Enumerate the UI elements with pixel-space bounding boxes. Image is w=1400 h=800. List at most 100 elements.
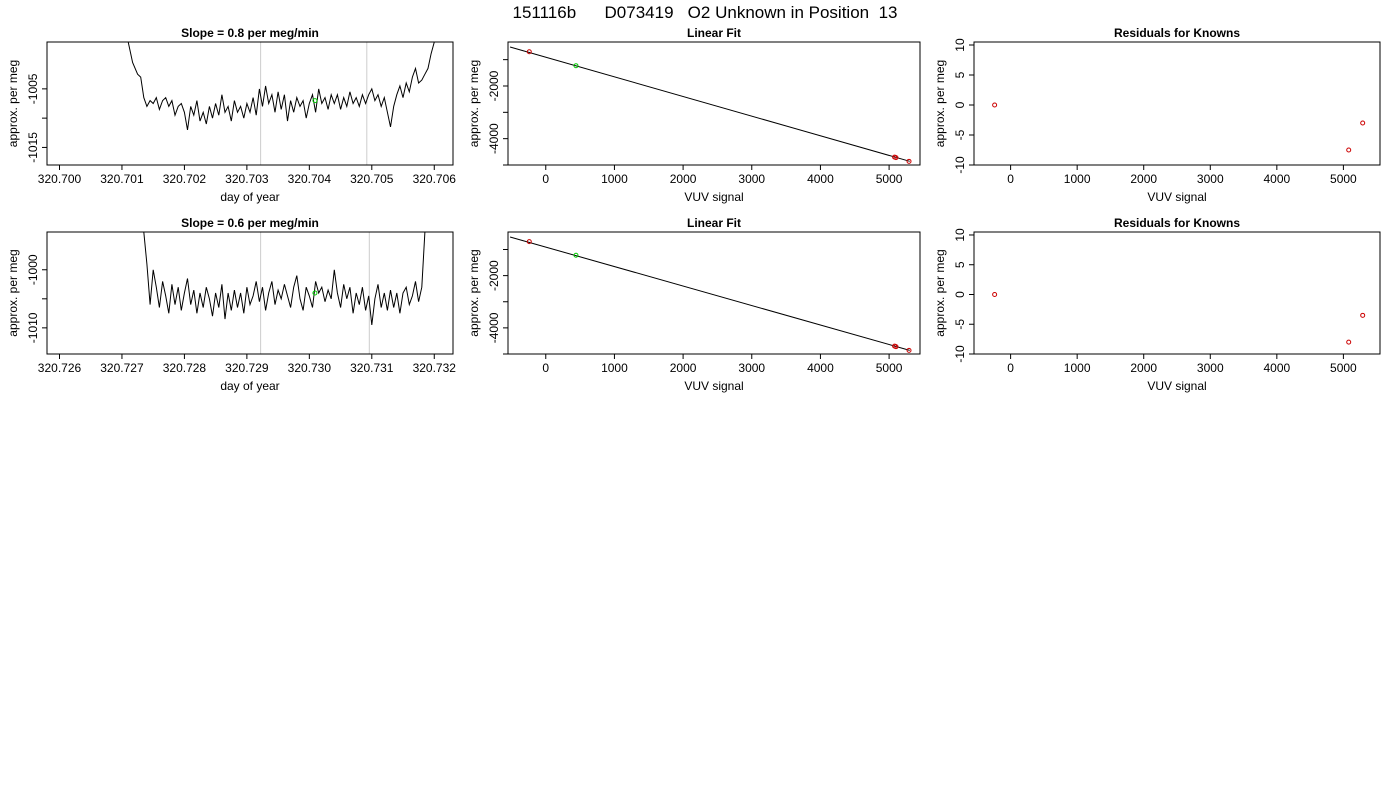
y-tick-label: -1005 (26, 73, 40, 104)
figure-title: 151116b D073419 O2 Unknown in Position 1… (513, 3, 898, 22)
y-tick-label: 5 (953, 261, 967, 268)
x-tick-label: 2000 (670, 172, 697, 186)
x-tick-label: 0 (542, 172, 549, 186)
data-point (1360, 312, 1366, 318)
plot-area (992, 102, 1366, 153)
panel-title: Residuals for Knowns (1114, 26, 1240, 40)
panel-title: Slope = 0.8 per meg/min (181, 26, 319, 40)
x-tick-label: 3000 (1197, 172, 1224, 186)
y-tick-label: 10 (953, 228, 967, 242)
x-tick-label: 0 (542, 361, 549, 375)
data-point (526, 49, 532, 55)
data-point (992, 291, 998, 297)
y-axis-label: approx. per meg (6, 249, 20, 336)
y-tick-label: -5 (953, 319, 967, 330)
y-tick-label: -4000 (487, 123, 501, 154)
x-tick-label: 1000 (1064, 172, 1091, 186)
y-axis-label: approx. per meg (6, 60, 20, 147)
plot-frame (507, 231, 921, 355)
x-tick-label: 4000 (807, 361, 834, 375)
x-tick-label: 320.727 (100, 361, 144, 375)
plot-frame (46, 41, 454, 166)
x-tick-label: 1000 (1064, 361, 1091, 375)
panel-title: Linear Fit (687, 26, 741, 40)
x-tick-label: 2000 (670, 361, 697, 375)
x-tick-label: 320.728 (163, 361, 207, 375)
y-tick-label: -2000 (487, 70, 501, 101)
x-tick-label: 320.729 (225, 361, 269, 375)
data-point (893, 344, 899, 350)
x-tick-label: 5000 (876, 361, 903, 375)
x-tick-label: 4000 (807, 172, 834, 186)
x-axis-label: VUV signal (1147, 379, 1206, 393)
y-axis-label: approx. per meg (467, 60, 481, 147)
x-axis-label: day of year (220, 190, 279, 204)
plot-area (992, 291, 1366, 345)
x-tick-label: 320.731 (350, 361, 394, 375)
series-line (127, 42, 435, 130)
y-tick-label: -5 (953, 129, 967, 140)
y-tick-label: -4000 (487, 312, 501, 343)
fit-line (509, 46, 910, 162)
series-line (143, 232, 426, 326)
x-tick-label: 320.730 (288, 361, 332, 375)
chart-panel-2: Linear Fit 0 1000 2000 3000 4000 5000 -4000 -200… (467, 26, 921, 204)
x-tick-label: 5000 (1330, 361, 1357, 375)
data-point (1346, 147, 1352, 153)
y-axis-label: approx. per meg (933, 60, 947, 147)
y-tick-label: 0 (953, 291, 967, 298)
chart-panels: Slope = 0.8 per meg/min 320.700 320.701 320… (6, 26, 1381, 393)
x-tick-label: 5000 (876, 172, 903, 186)
x-tick-label: 1000 (601, 361, 628, 375)
plot-frame (973, 231, 1381, 355)
x-tick-label: 320.704 (288, 172, 332, 186)
data-point (893, 155, 899, 161)
x-axis-label: VUV signal (684, 379, 743, 393)
fit-line (509, 236, 910, 351)
y-tick-label: 10 (953, 38, 967, 52)
plot-area (127, 42, 435, 165)
chart-panel-6: Residuals for Knowns 0 1000 2000 3000 4000 500… (933, 216, 1381, 393)
x-tick-label: 320.700 (38, 172, 82, 186)
plot-area (509, 236, 912, 353)
y-tick-label: -10 (953, 156, 967, 174)
panel-title: Linear Fit (687, 216, 741, 230)
x-tick-label: 320.732 (413, 361, 457, 375)
plot-frame (46, 231, 454, 355)
y-tick-label: 5 (953, 71, 967, 78)
chart-panel-1: Slope = 0.8 per meg/min 320.700 320.701 320… (6, 26, 456, 204)
data-point (526, 239, 532, 245)
x-tick-label: 4000 (1263, 361, 1290, 375)
x-axis-label: day of year (220, 379, 279, 393)
x-tick-label: 5000 (1330, 172, 1357, 186)
y-tick-label: -10 (953, 345, 967, 363)
y-axis-label: approx. per meg (467, 249, 481, 336)
highlight-point (312, 290, 318, 296)
plot-area (509, 46, 912, 164)
x-tick-label: 320.706 (413, 172, 457, 186)
y-tick-label: -1015 (26, 132, 40, 163)
y-axis-label: approx. per meg (933, 249, 947, 336)
x-tick-label: 2000 (1130, 361, 1157, 375)
data-point (1360, 120, 1366, 126)
data-point (906, 158, 912, 164)
chart-panel-5: Linear Fit 0 1000 2000 3000 4000 5000 -4000 -200… (467, 216, 921, 393)
data-point (573, 63, 579, 69)
x-tick-label: 320.726 (38, 361, 82, 375)
panel-title: Residuals for Knowns (1114, 216, 1240, 230)
data-point (573, 252, 579, 258)
x-tick-label: 4000 (1263, 172, 1290, 186)
data-point (906, 347, 912, 353)
x-tick-label: 3000 (738, 172, 765, 186)
x-tick-label: 320.701 (100, 172, 144, 186)
panel-title: Slope = 0.6 per meg/min (181, 216, 319, 230)
x-tick-label: 0 (1007, 172, 1014, 186)
y-tick-label: -2000 (487, 260, 501, 291)
x-tick-label: 2000 (1130, 172, 1157, 186)
y-tick-label: 0 (953, 101, 967, 108)
highlight-point (312, 98, 318, 104)
x-axis-label: VUV signal (684, 190, 743, 204)
x-tick-label: 3000 (1197, 361, 1224, 375)
y-tick-label: -1000 (26, 254, 40, 285)
